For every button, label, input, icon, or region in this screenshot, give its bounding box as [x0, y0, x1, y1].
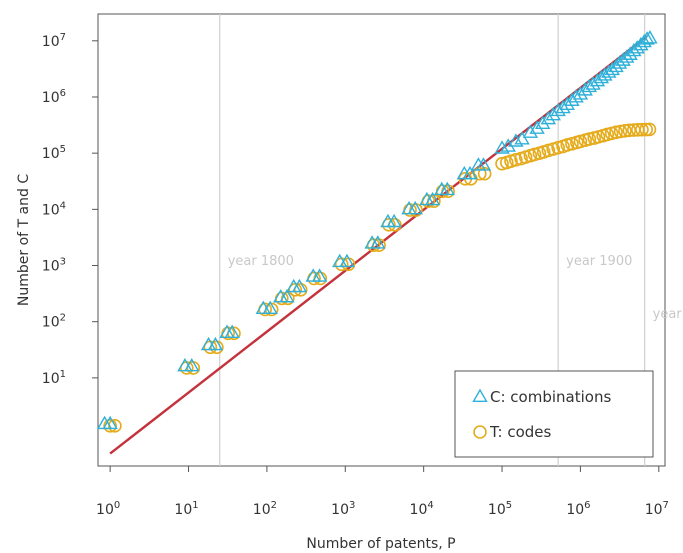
data-point-combination — [224, 324, 240, 338]
data-point-code — [477, 166, 492, 181]
plot-frame — [97, 13, 666, 467]
x-tick-label: 106 — [566, 500, 590, 518]
data-point-combination — [636, 33, 652, 48]
data-point-code — [495, 156, 509, 171]
data-point-combination — [642, 30, 658, 44]
data-point-combination — [540, 110, 557, 125]
data-point-combination — [475, 157, 492, 171]
data-point-code — [527, 147, 542, 162]
data-point-combination — [370, 235, 386, 249]
x-axis: 100 101 102 103 104 105 106 107 — [96, 466, 669, 518]
data-point-combination — [559, 96, 575, 110]
series-combinations — [96, 30, 658, 430]
data-point-code — [509, 153, 523, 167]
x-tick-label: 105 — [488, 500, 512, 518]
reference-line-label: year 1800 — [228, 254, 294, 269]
data-point-code — [609, 125, 623, 140]
y-tick-label: 107 — [42, 32, 66, 50]
data-point-combination — [102, 415, 118, 430]
data-point-code — [103, 419, 117, 433]
data-point-combination — [386, 213, 402, 228]
legend-box — [454, 370, 654, 458]
data-point-combination — [529, 120, 545, 134]
data-point-combination — [407, 200, 423, 215]
data-point-combination — [424, 191, 441, 206]
data-point-combination — [508, 133, 524, 147]
data-point-combination — [622, 46, 638, 60]
legend-label-combinations: C: combinations — [490, 388, 611, 406]
reference-line-label: year 2000 — [653, 307, 683, 322]
data-point-combination — [184, 357, 200, 372]
series-codes — [103, 122, 657, 433]
data-point-combination — [522, 124, 539, 138]
reference-lines: year 1800 year 1900 year 2000 — [219, 14, 683, 466]
data-point-combination — [585, 76, 601, 90]
y-tick-label: 101 — [42, 369, 66, 387]
data-point-combination — [555, 99, 571, 114]
data-point-code — [582, 132, 597, 146]
data-point-combination — [291, 278, 308, 293]
data-point-combination — [639, 31, 655, 45]
y-tick-label: 102 — [42, 313, 66, 331]
y-axis-title: Number of T and C — [16, 174, 32, 306]
data-point-combination — [619, 49, 635, 63]
y-tick-label: 106 — [42, 88, 66, 106]
y-tick-label: 105 — [42, 144, 66, 162]
data-point-code — [613, 124, 628, 139]
x-tick-label: 100 — [96, 500, 120, 518]
data-point-combination — [311, 268, 328, 282]
data-point-combination — [494, 140, 510, 154]
y-axis: 101 102 103 104 105 106 107 — [42, 32, 98, 387]
data-point-combination — [262, 300, 278, 315]
x-tick-label: 104 — [410, 500, 434, 518]
legend-triangle-icon — [472, 388, 488, 402]
data-point-combination — [279, 289, 295, 303]
data-point-combination — [568, 89, 584, 103]
data-point-code — [642, 122, 657, 137]
data-point-combination — [534, 115, 551, 130]
legend-circle-icon — [473, 425, 487, 439]
legend: C: combinations T: codes — [454, 370, 654, 458]
x-tick-label: 101 — [174, 500, 198, 518]
legend-label-codes: T: codes — [489, 423, 552, 441]
data-point-combination — [439, 181, 455, 196]
data-point-combination — [462, 165, 478, 180]
data-point-combination — [572, 86, 589, 100]
series-layer — [96, 30, 658, 433]
reference-line-label: year 1900 — [566, 254, 632, 269]
x-axis-title: Number of patents, P — [306, 536, 455, 552]
y-tick-label: 104 — [42, 200, 66, 218]
data-point-combination — [545, 106, 561, 121]
data-point-combination — [514, 131, 530, 145]
x-tick-label: 102 — [253, 500, 277, 518]
data-point-code — [618, 124, 632, 138]
x-tick-label: 107 — [645, 500, 669, 518]
data-point-combination — [339, 253, 355, 268]
data-point-combination — [604, 61, 620, 76]
x-tick-label: 103 — [331, 500, 355, 518]
y-tick-label: 103 — [42, 257, 66, 275]
data-point-combination — [207, 336, 224, 351]
data-point-code — [635, 122, 649, 137]
